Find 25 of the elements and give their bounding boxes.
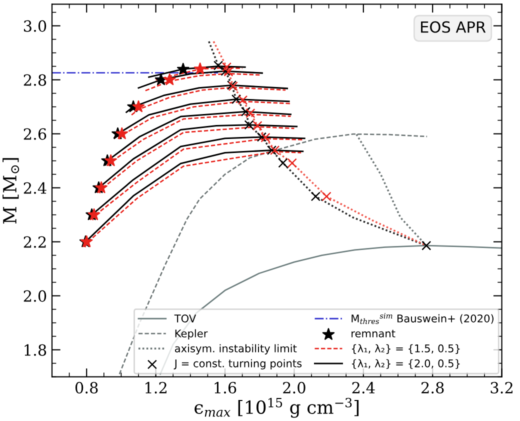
y-tick-label: 2.2 (24, 236, 46, 248)
x-tick-label: 3.2 (490, 382, 512, 394)
x-tick-label: 1.6 (214, 382, 236, 394)
legend-label: Kepler (175, 329, 208, 340)
x-tick-label: 2.8 (421, 382, 444, 394)
legend-label: M$_{thres}$$^{sim}$ Bauswein+ (2020) (352, 313, 494, 324)
legend-label: axisym. instability limit (174, 344, 297, 354)
legend-label: TOV (174, 314, 196, 322)
y-tick-label: 2.0 (24, 290, 46, 302)
y-tick-label: 2.4 (24, 182, 46, 194)
y-axis-title: M [M$_{⊙}$] (2, 158, 20, 224)
legend-label: {λ₁, λ₂} = {2.0, 0.5} (352, 359, 460, 369)
x-tick-label: 1.2 (146, 382, 166, 394)
y-tick-label: 2.8 (24, 74, 46, 86)
y-tick-label: 3.0 (24, 20, 46, 32)
x-axis-title: ϵ$_{max}$ [10$^{15}$ g cm$^{−3}$] (194, 398, 359, 418)
legend-label: remnant (352, 330, 396, 338)
x-tick-label: 0.8 (75, 382, 98, 394)
legend-label: {λ₁, λ₂} = {1.5, 0.5} (352, 344, 460, 354)
y-tick-label: 1.8 (24, 344, 46, 356)
x-tick-label: 2.0 (283, 382, 306, 394)
y-tick-label: 2.6 (24, 128, 46, 140)
x-tick-label: 2.4 (352, 382, 375, 394)
annotation: EOS APR (421, 21, 486, 33)
legend-label: J = const. turning points (174, 359, 302, 370)
